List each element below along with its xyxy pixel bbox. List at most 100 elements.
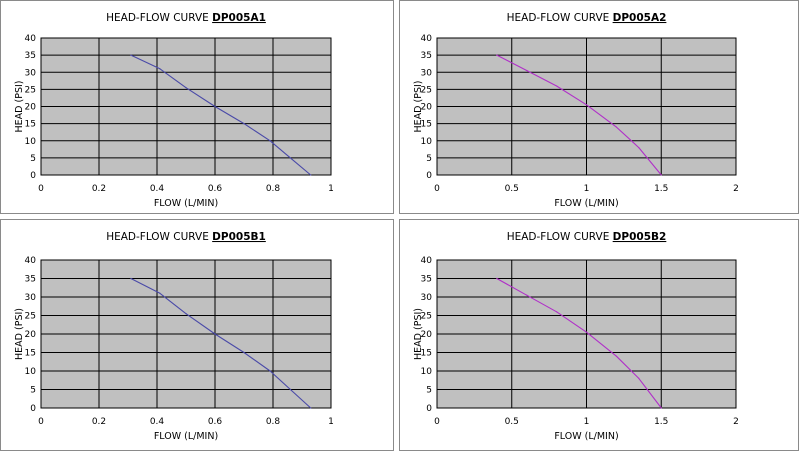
- chart-title-prefix: HEAD-FLOW CURVE: [507, 12, 613, 24]
- chart-panel-dp005b2: HEAD-FLOW CURVE DP005B2 0 5 10 15 20 25 30 35 40 0…: [399, 219, 799, 451]
- x-axis-label: FLOW (L/MIN): [554, 431, 618, 442]
- chart-panel-dp005b1: HEAD-FLOW CURVE DP005B1 0 5 10 15 20 25 30 35 40 0…: [0, 219, 394, 451]
- y-tick-label: 30: [25, 68, 37, 78]
- x-tick-label: 0: [38, 184, 44, 194]
- y-tick-label: 30: [421, 68, 433, 78]
- y-tick-label: 20: [25, 103, 37, 113]
- y-tick-label: 20: [421, 330, 433, 340]
- data-point: [556, 311, 558, 313]
- y-tick-label: 40: [25, 34, 37, 44]
- chart-panel-dp005a1: HEAD-FLOW CURVE DP005A1 0 5 10 15 20 25 30 35 40 0…: [0, 0, 394, 214]
- data-point: [526, 294, 528, 296]
- data-point: [638, 377, 640, 379]
- data-point: [615, 126, 617, 128]
- data-point: [185, 87, 187, 89]
- chart-svg: HEAD-FLOW CURVE DP005A105101520253035400…: [14, 12, 334, 209]
- x-tick-label: 0: [38, 417, 44, 427]
- y-tick-label: 10: [25, 367, 37, 377]
- chart-title-prefix: HEAD-FLOW CURVE: [106, 231, 212, 243]
- x-tick-label: 1: [328, 417, 334, 427]
- y-tick-label: 0: [30, 404, 36, 414]
- x-tick-label: 0.4: [150, 417, 165, 427]
- chart-title: HEAD-FLOW CURVE DP005B1: [106, 231, 266, 243]
- y-tick-label: 5: [426, 154, 432, 164]
- y-axis-label: HEAD (PSI): [14, 308, 25, 360]
- y-tick-label: 0: [30, 171, 36, 181]
- y-tick-label: 5: [30, 154, 36, 164]
- x-tick-label: 0.8: [266, 417, 281, 427]
- y-axis-label: HEAD (PSI): [14, 81, 25, 133]
- x-tick-label: 2: [733, 417, 739, 427]
- x-tick-label: 2: [733, 184, 739, 194]
- x-tick-label: 1: [584, 417, 590, 427]
- y-tick-label: 35: [421, 275, 432, 285]
- y-tick-label: 40: [421, 34, 433, 44]
- x-tick-label: 0.5: [505, 417, 519, 427]
- x-tick-label: 0.6: [208, 417, 223, 427]
- y-tick-label: 40: [25, 256, 37, 266]
- x-tick-label: 0.8: [266, 184, 281, 194]
- chart-title-model: DP005A1: [212, 12, 266, 24]
- x-axis-label: FLOW (L/MIN): [154, 198, 218, 209]
- data-point: [269, 140, 271, 142]
- chart-svg: HEAD-FLOW CURVE DP005A205101520253035400…: [413, 12, 739, 209]
- chart-title-model: DP005A2: [613, 12, 667, 24]
- chart-title: HEAD-FLOW CURVE DP005A1: [106, 12, 266, 24]
- chart-panel-dp005a2: HEAD-FLOW CURVE DP005A2 0 5 10 15 20 25 30 35 40 0…: [399, 0, 799, 214]
- data-point: [496, 54, 498, 56]
- x-tick-label: 1.5: [654, 184, 668, 194]
- y-axis-label: HEAD (PSI): [413, 81, 424, 133]
- data-point: [310, 174, 312, 176]
- y-tick-label: 25: [421, 85, 432, 95]
- y-tick-label: 5: [426, 386, 432, 396]
- x-tick-label: 0: [434, 417, 440, 427]
- x-tick-label: 0.5: [505, 184, 519, 194]
- data-point: [585, 104, 588, 106]
- data-point: [585, 331, 588, 333]
- y-tick-label: 25: [25, 312, 36, 322]
- y-tick-label: 0: [426, 171, 432, 181]
- y-axis-label: HEAD (PSI): [413, 308, 424, 360]
- x-tick-label: 1.5: [654, 417, 668, 427]
- data-point: [130, 277, 132, 280]
- data-point: [269, 370, 271, 372]
- data-point: [214, 105, 216, 108]
- chart-title-model: DP005B1: [212, 231, 266, 243]
- x-axis-label: FLOW (L/MIN): [154, 431, 218, 442]
- y-tick-label: 25: [421, 312, 432, 322]
- data-point: [638, 147, 640, 149]
- y-tick-label: 15: [421, 349, 432, 359]
- y-tick-label: 20: [421, 103, 433, 113]
- data-point: [243, 123, 245, 125]
- data-point: [660, 174, 662, 176]
- y-tick-label: 20: [25, 330, 37, 340]
- data-point: [556, 85, 558, 87]
- x-tick-label: 1: [584, 184, 590, 194]
- data-point: [214, 333, 216, 335]
- y-tick-label: 35: [421, 51, 432, 61]
- chart-svg: HEAD-FLOW CURVE DP005B205101520253035400…: [413, 231, 739, 442]
- y-tick-label: 40: [421, 256, 433, 266]
- y-tick-label: 35: [25, 51, 36, 61]
- data-point: [159, 292, 161, 294]
- y-tick-label: 10: [25, 137, 37, 147]
- y-tick-label: 10: [421, 367, 433, 377]
- y-tick-label: 5: [30, 386, 36, 396]
- series-line: [130, 54, 312, 176]
- chart-title-prefix: HEAD-FLOW CURVE: [106, 12, 212, 24]
- chart-title-prefix: HEAD-FLOW CURVE: [507, 231, 613, 243]
- x-tick-label: 0.6: [208, 184, 223, 194]
- data-point: [243, 351, 245, 354]
- data-point: [130, 54, 132, 56]
- chart-title: HEAD-FLOW CURVE DP005B2: [507, 231, 667, 243]
- data-point: [159, 68, 161, 70]
- x-tick-label: 0.2: [92, 184, 106, 194]
- data-point: [289, 157, 291, 159]
- data-point: [615, 355, 617, 357]
- y-tick-label: 10: [421, 137, 433, 147]
- series-line: [130, 278, 312, 409]
- data-point: [526, 69, 528, 72]
- data-point: [185, 313, 187, 315]
- x-tick-label: 0: [434, 184, 440, 194]
- x-tick-label: 1: [328, 184, 334, 194]
